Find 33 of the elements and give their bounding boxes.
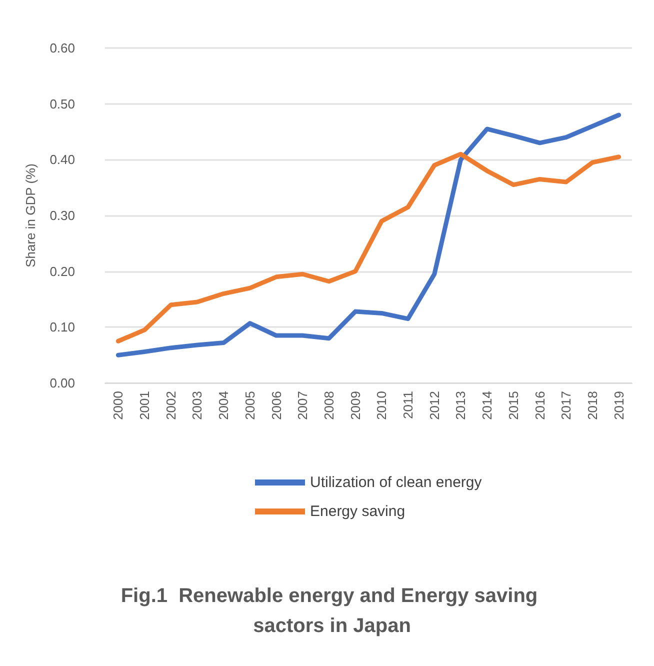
y-tick-label: 0.60 — [50, 40, 75, 56]
legend-label: Utilization of clean energy — [310, 474, 482, 491]
y-tick-label: 0.40 — [50, 152, 75, 168]
x-tick-label: 2000 — [110, 391, 126, 420]
line-series — [116, 112, 622, 358]
x-tick-label: 2002 — [163, 391, 178, 420]
x-tick-label: 2015 — [506, 391, 521, 420]
x-tick-label: 2008 — [321, 391, 336, 420]
y-tick-label: 0.10 — [50, 320, 75, 335]
x-tick-label: 2011 — [400, 391, 416, 419]
x-tick-label: 2001 — [137, 391, 152, 420]
x-tick-label: 2014 — [480, 391, 495, 420]
y-axis-title: Share in GDP (%) — [23, 164, 38, 268]
x-tick-label: 2004 — [216, 391, 232, 420]
line-series — [116, 152, 622, 344]
x-tick-label: 2007 — [295, 391, 310, 420]
x-tick-label: 2016 — [532, 391, 548, 420]
text: Fig.1 Renewable energy and Energy saving sactors in Japan — [120, 585, 544, 637]
x-tick-label: 2019 — [611, 391, 626, 420]
x-tick-label: 2012 — [426, 391, 442, 420]
y-tick-label: 0.50 — [50, 96, 75, 112]
x-tick-label: 2005 — [242, 391, 258, 420]
y-tick-label: 0.00 — [50, 376, 75, 390]
y-tick-label: 0.20 — [50, 264, 75, 279]
x-tick-label: 2018 — [584, 391, 600, 420]
legend-label: Energy saving — [310, 503, 406, 520]
x-tick-label: 2013 — [453, 391, 468, 420]
x-tick-label: 2010 — [374, 391, 390, 420]
x-tick-label: 2017 — [558, 391, 574, 420]
x-tick-label: 2003 — [190, 391, 205, 420]
x-tick-label: 2009 — [348, 391, 363, 420]
y-tick-label: 0.30 — [50, 208, 75, 223]
x-tick-label: 2006 — [268, 391, 284, 420]
